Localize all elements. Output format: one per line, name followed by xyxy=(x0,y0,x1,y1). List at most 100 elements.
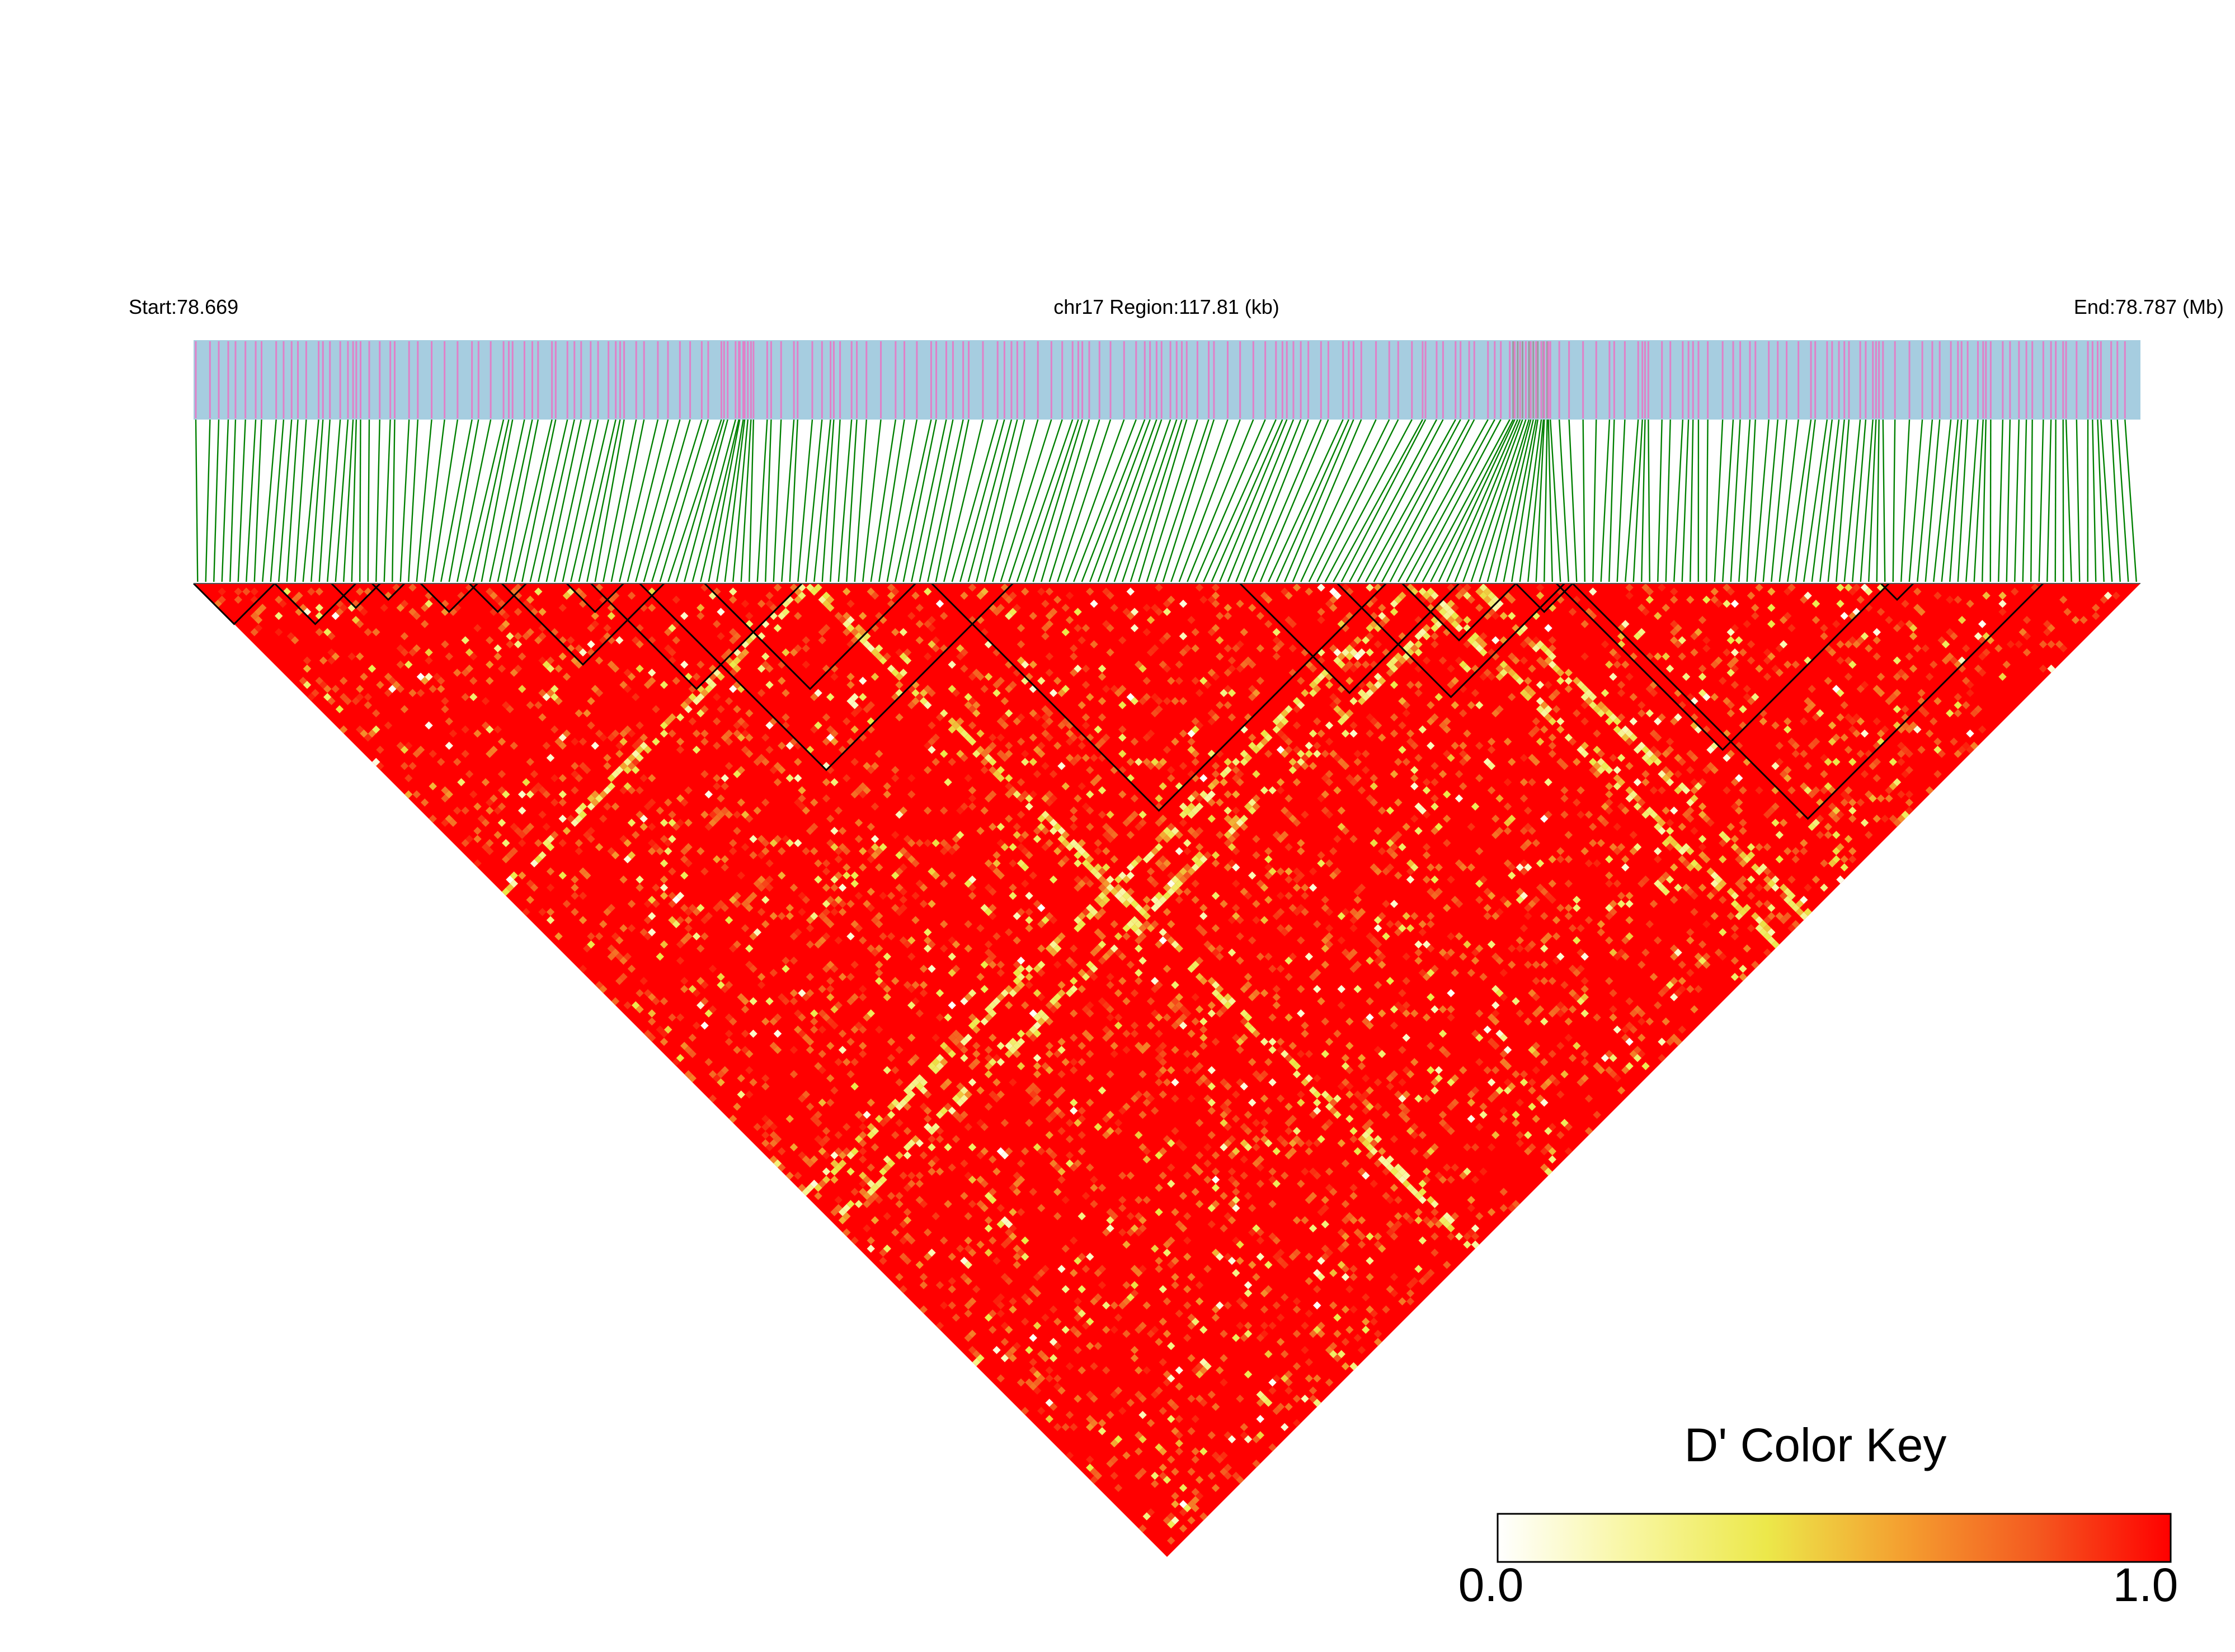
ld-cell xyxy=(672,676,680,685)
ld-cell xyxy=(1017,1175,1025,1184)
ld-cell xyxy=(1017,1038,1025,1046)
ld-cell xyxy=(486,660,494,669)
ld-cell xyxy=(1224,1123,1232,1131)
ld-cell xyxy=(989,912,997,920)
snp-connector xyxy=(286,419,299,582)
snp-connector xyxy=(432,419,459,582)
snp-connector xyxy=(1398,419,1489,582)
ld-cell xyxy=(1240,1171,1248,1180)
ld-cell xyxy=(899,806,907,815)
snp-connector xyxy=(1105,419,1163,582)
ld-cell xyxy=(834,871,843,880)
ld-cell xyxy=(648,912,656,920)
ld-cell xyxy=(680,611,689,620)
snp-connector xyxy=(1300,419,1377,582)
snp-connector xyxy=(2065,419,2072,582)
ld-cell xyxy=(928,1143,936,1151)
ld-cell xyxy=(676,818,685,827)
snp-connector xyxy=(1365,419,1456,582)
ld-cell xyxy=(717,632,725,641)
ld-cell xyxy=(1281,1293,1289,1302)
ld-cell xyxy=(587,835,595,843)
ld-cell xyxy=(493,652,502,661)
snp-connector xyxy=(1057,419,1112,582)
ld-cell xyxy=(356,693,364,702)
ld-cell xyxy=(1236,1321,1244,1330)
ld-cell xyxy=(745,944,754,953)
ld-cell xyxy=(639,733,648,742)
ld-cell xyxy=(1098,1086,1107,1095)
ld-cell xyxy=(1244,1330,1253,1338)
ld-cell xyxy=(745,1066,754,1075)
ld-cell xyxy=(1284,1378,1293,1387)
snp-connector xyxy=(1949,419,1963,582)
ld-cell xyxy=(1353,1334,1362,1342)
ld-cell xyxy=(834,806,843,815)
ld-cell xyxy=(1341,1305,1350,1314)
ld-cell xyxy=(627,818,636,827)
ld-cell xyxy=(1216,1366,1224,1375)
snp-connector xyxy=(594,419,625,582)
ld-cell xyxy=(1110,1042,1118,1050)
ld-cell xyxy=(578,802,587,811)
ld-cell xyxy=(1167,1536,1175,1545)
ld-cell xyxy=(843,871,851,880)
snp-connector xyxy=(1738,419,1751,582)
ld-cell xyxy=(789,957,798,965)
ld-cell xyxy=(1288,1114,1297,1123)
ld-cell xyxy=(250,587,258,596)
ld-cell xyxy=(960,1192,968,1200)
ld-cell xyxy=(1017,981,1025,989)
ld-cell xyxy=(931,839,940,848)
ld-cell xyxy=(408,689,417,697)
ld-cell xyxy=(729,839,737,848)
ld-cell xyxy=(765,681,774,689)
ld-cell xyxy=(822,867,831,876)
ld-cell xyxy=(911,892,920,900)
ld-cell xyxy=(1122,1281,1131,1289)
ld-cell xyxy=(843,1212,851,1221)
ld-cell xyxy=(883,782,891,790)
ld-cell xyxy=(1009,1305,1017,1314)
ld-cell xyxy=(1114,1022,1123,1030)
ld-cell xyxy=(761,839,770,848)
snp-connector xyxy=(1032,419,1083,582)
snp-connector xyxy=(1170,419,1229,582)
ld-cell xyxy=(1199,1512,1208,1521)
ld-cell xyxy=(1033,1386,1042,1395)
ld-cell xyxy=(1053,1374,1062,1383)
ld-cell xyxy=(871,802,879,811)
ld-cell xyxy=(850,879,859,888)
ld-cell xyxy=(1086,1317,1094,1326)
ld-cell xyxy=(469,652,478,661)
snp-connector xyxy=(2006,419,2011,582)
ld-cell xyxy=(571,908,579,916)
ld-cell xyxy=(960,1054,968,1062)
snp-connector xyxy=(562,419,599,582)
ld-cell xyxy=(258,604,267,612)
ld-cell xyxy=(952,1135,961,1143)
ld-cell xyxy=(1138,1395,1147,1403)
ld-cell xyxy=(1220,1224,1228,1232)
ld-cell xyxy=(984,940,993,949)
ld-cell xyxy=(1183,1066,1192,1075)
ld-cell xyxy=(360,672,368,681)
ld-cell xyxy=(972,1025,981,1034)
ld-cell xyxy=(1211,1175,1220,1184)
ld-cell xyxy=(830,908,839,916)
ld-cell xyxy=(234,587,242,596)
ld-cell xyxy=(636,721,644,729)
ld-cell xyxy=(1232,1188,1240,1196)
ld-cell xyxy=(1276,1338,1285,1346)
ld-cell xyxy=(1313,1171,1321,1180)
ld-cell xyxy=(473,859,482,868)
ld-cell xyxy=(1167,1236,1175,1245)
ld-cell xyxy=(984,1249,993,1257)
snp-connector xyxy=(1154,419,1210,582)
ld-cell xyxy=(1349,1192,1358,1200)
ld-cell xyxy=(968,737,977,746)
ld-cell xyxy=(1017,1029,1025,1038)
ld-cell xyxy=(1305,1309,1313,1318)
ld-cell xyxy=(356,652,364,661)
ld-cell xyxy=(1309,1224,1318,1232)
